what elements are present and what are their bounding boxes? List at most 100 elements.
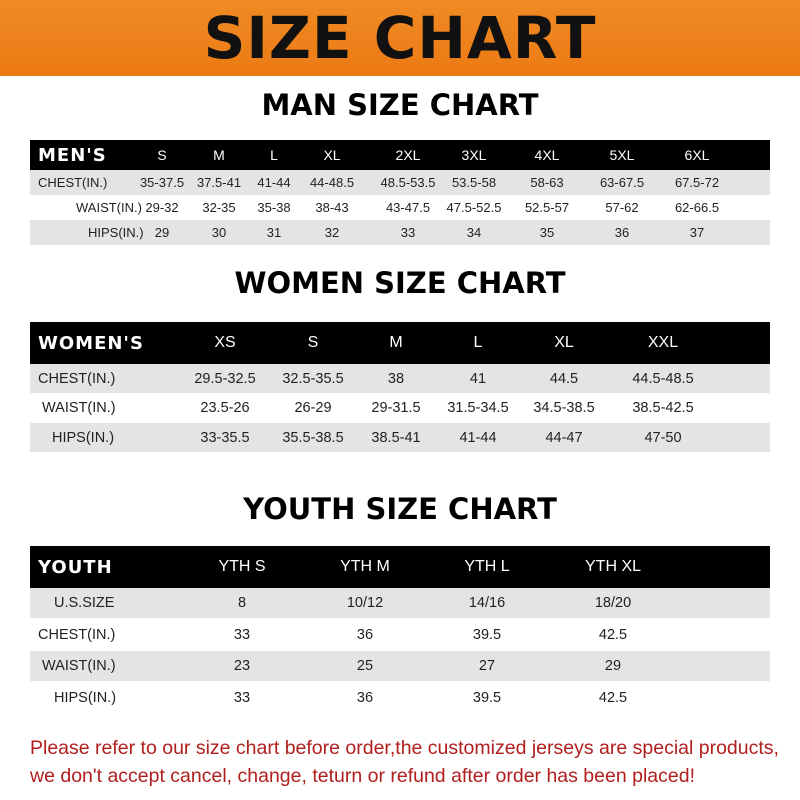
- table-row: CHEST(IN.) 35-37.5 37.5-41 41-44 44-48.5 48.5…: [30, 170, 770, 195]
- men-size-table: MEN'S S M L XL 2XL 3XL 4XL 5XL 6XL CHEST(IN.) 35-37…: [30, 140, 770, 245]
- table-cell: 53.5-58: [451, 175, 497, 190]
- row-label: U.S.SIZE: [54, 595, 115, 611]
- table-cell: 57-62: [605, 200, 639, 215]
- size-header: 5XL: [609, 147, 635, 163]
- youth-title: YOUTH SIZE CHART: [243, 492, 557, 526]
- table-cell: 34: [466, 225, 482, 240]
- table-cell: 36: [356, 689, 374, 706]
- row-label: WAIST(IN.): [42, 658, 116, 674]
- youth-header-row: YOUTH YTH S YTH M YTH L YTH XL: [30, 546, 770, 588]
- size-header: S: [157, 147, 167, 163]
- size-header: 6XL: [684, 147, 710, 163]
- table-cell: 42.5: [598, 689, 628, 706]
- table-cell: 33: [233, 626, 251, 643]
- table-cell: 32-35: [202, 200, 236, 215]
- table-cell: 38-43: [315, 200, 349, 215]
- table-cell: 30: [211, 225, 227, 240]
- size-header: YTH S: [218, 558, 266, 575]
- banner-title: SIZE CHART: [203, 4, 597, 72]
- notice: Please refer to our size chart before or…: [30, 734, 790, 790]
- women-title: WOMEN SIZE CHART: [234, 266, 566, 300]
- table-cell: 33: [400, 225, 416, 240]
- table-cell: 39.5: [472, 626, 502, 643]
- table-cell: 62-66.5: [674, 200, 720, 215]
- table-cell: 41-44: [459, 429, 497, 446]
- men-title: MAN SIZE CHART: [261, 88, 539, 122]
- table-row: HIPS(IN.) 33 36 39.5 42.5: [30, 681, 770, 714]
- table-cell: 47.5-52.5: [446, 200, 502, 215]
- header-label: MEN'S: [38, 144, 107, 166]
- table-cell: 31.5-34.5: [447, 400, 509, 416]
- size-header: 4XL: [534, 147, 560, 163]
- table-cell: 32: [324, 225, 340, 240]
- size-header: M: [389, 334, 403, 351]
- size-header: YTH M: [340, 558, 390, 575]
- table-row: HIPS(IN.) 29 30 31 32 33 34 35 36 37: [30, 220, 770, 245]
- table-cell: 35-37.5: [139, 175, 185, 190]
- notice-line: we don't accept cancel, change, teturn o…: [30, 765, 695, 787]
- table-cell: 18/20: [594, 595, 632, 611]
- table-cell: 33: [233, 689, 251, 706]
- table-cell: 10/12: [346, 595, 384, 611]
- table-cell: 37.5-41: [196, 175, 242, 190]
- table-cell: 47-50: [644, 429, 682, 446]
- table-cell: 44-48.5: [309, 175, 355, 190]
- table-cell: 26-29: [294, 400, 332, 416]
- table-cell: 35: [539, 225, 555, 240]
- row-label: CHEST(IN.): [38, 175, 108, 190]
- table-cell: 44.5: [549, 370, 579, 387]
- row-label: WAIST(IN.): [76, 200, 142, 215]
- table-cell: 32.5-35.5: [282, 370, 344, 387]
- banner: SIZE CHART: [0, 0, 800, 76]
- table-cell: 23: [233, 658, 251, 674]
- table-cell: 44-47: [545, 429, 583, 446]
- size-header: M: [213, 147, 225, 163]
- size-header: XXL: [647, 334, 679, 351]
- table-cell: 37: [689, 225, 705, 240]
- table-cell: 39.5: [472, 689, 502, 706]
- table-cell: 14/16: [468, 595, 506, 611]
- table-cell: 27: [478, 658, 496, 674]
- table-cell: 42.5: [598, 626, 628, 643]
- table-cell: 63-67.5: [599, 175, 645, 190]
- table-cell: 38.5-41: [371, 429, 421, 446]
- table-cell: 35.5-38.5: [282, 429, 344, 446]
- size-header: YTH L: [464, 558, 510, 575]
- header-label: WOMEN'S: [38, 332, 144, 354]
- table-cell: 38: [387, 370, 405, 387]
- table-row: U.S.SIZE 8 10/12 14/16 18/20: [30, 588, 770, 618]
- size-header: 3XL: [461, 147, 487, 163]
- table-cell: 23.5-26: [200, 400, 250, 416]
- table-row: CHEST(IN.) 29.5-32.5 32.5-35.5 38 41 44.5 44.5…: [30, 364, 770, 393]
- men-header-row: MEN'S S M L XL 2XL 3XL 4XL 5XL 6XL: [30, 140, 770, 170]
- table-cell: 58-63: [530, 175, 564, 190]
- row-label: WAIST(IN.): [42, 400, 116, 416]
- size-header: L: [270, 147, 278, 163]
- row-label: HIPS(IN.): [54, 689, 117, 706]
- row-label: HIPS(IN.): [88, 225, 144, 240]
- table-row: WAIST(IN.) 23 25 27 29: [30, 651, 770, 681]
- table-cell: 34.5-38.5: [533, 400, 595, 416]
- table-cell: 31: [266, 225, 282, 240]
- row-label: CHEST(IN.): [38, 626, 116, 643]
- row-label: HIPS(IN.): [52, 429, 115, 446]
- notice-line: Please refer to our size chart before or…: [30, 737, 779, 759]
- youth-size-table: YOUTH YTH S YTH M YTH L YTH XL U.S.SIZE 8 10/12…: [30, 546, 770, 714]
- header-label: YOUTH: [38, 556, 113, 578]
- table-cell: 29: [154, 225, 170, 240]
- table-cell: 29-31.5: [371, 400, 421, 416]
- size-header: XL: [323, 147, 341, 163]
- table-cell: 33-35.5: [200, 429, 250, 446]
- size-header: XL: [554, 334, 574, 351]
- table-cell: 41-44: [257, 175, 291, 190]
- table-cell: 67.5-72: [674, 175, 720, 190]
- table-cell: 44.5-48.5: [632, 370, 694, 387]
- table-row: HIPS(IN.) 33-35.5 35.5-38.5 38.5-41 41-44 44-…: [30, 423, 770, 452]
- table-cell: 29: [604, 658, 622, 674]
- table-cell: 52.5-57: [524, 200, 570, 215]
- table-row: WAIST(IN.) 23.5-26 26-29 29-31.5 31.5-34.5 34…: [30, 393, 770, 423]
- table-cell: 8: [237, 595, 247, 611]
- table-cell: 48.5-53.5: [380, 175, 436, 190]
- table-cell: 38.5-42.5: [632, 400, 694, 416]
- table-cell: 36: [614, 225, 630, 240]
